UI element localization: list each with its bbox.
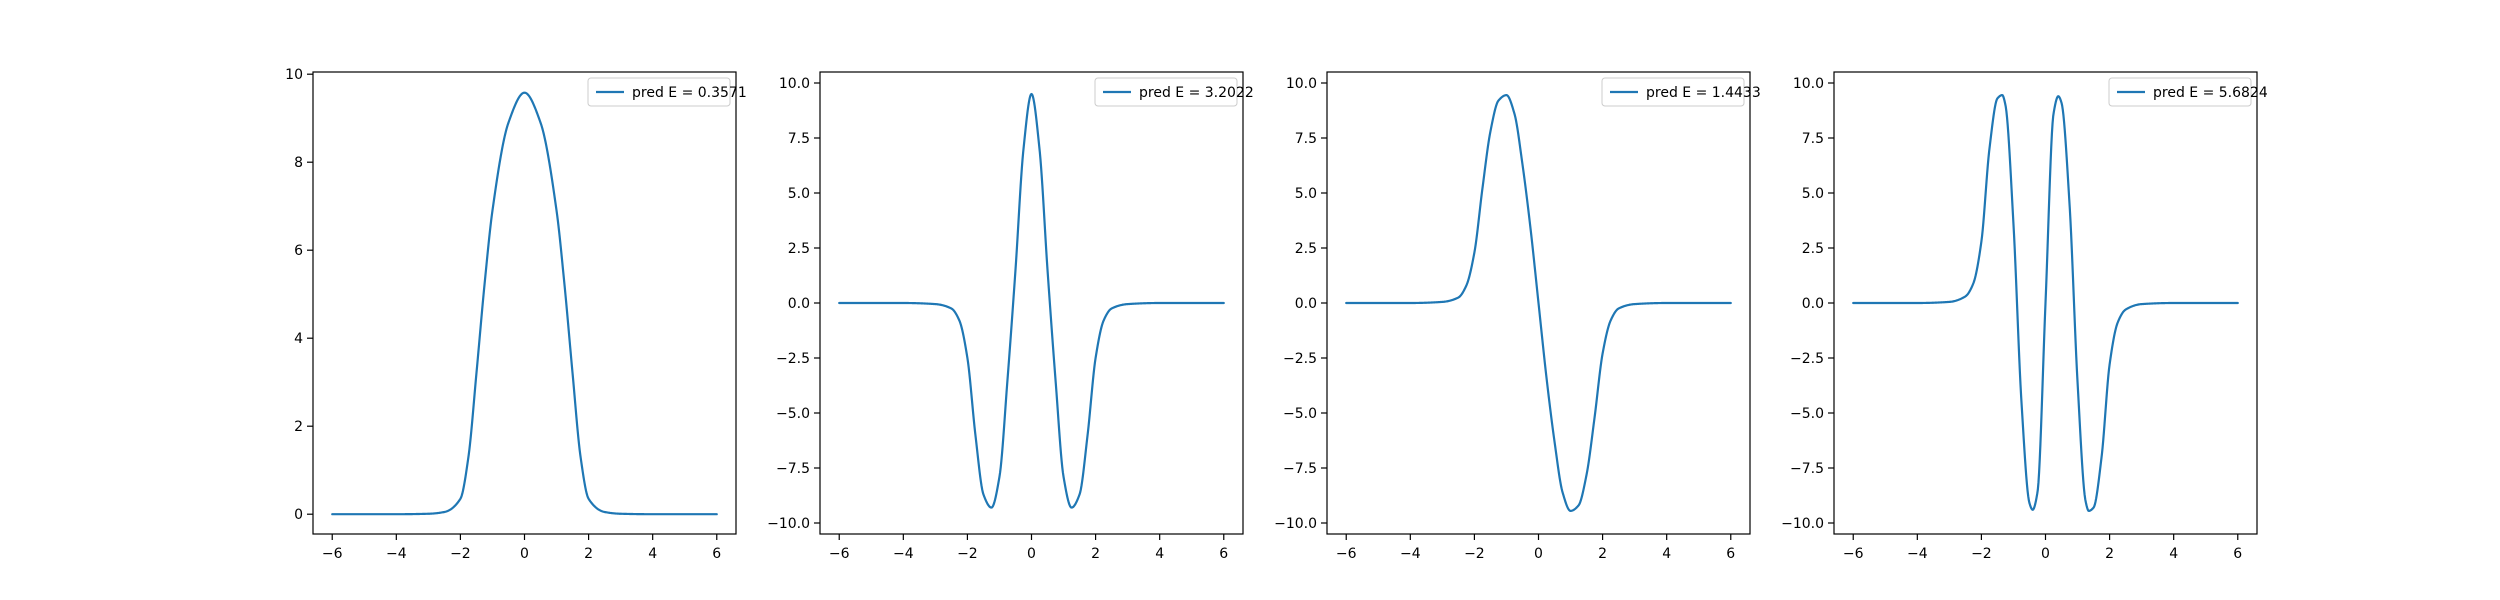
subplot-3: −6 −4 −2 0 2 4 6 −10.0 −7.5 −5.0 −2.5 0.0 2.5 5.0 7.5 1… xyxy=(1274,71,1761,562)
x-tick-label: 0 xyxy=(1534,546,1543,562)
subplot-4: −6 −4 −2 0 2 4 6 −10.0 −7.5 −5.0 −2.5 0.0 2.5 5.0 7.5 1… xyxy=(1781,71,2268,562)
axes-frame xyxy=(312,71,737,535)
legend-box xyxy=(2108,77,2252,107)
legend: pred E = 3.2022 xyxy=(1094,77,1254,107)
series-line-1 xyxy=(1345,94,1732,512)
x-tick-label: 4 xyxy=(2169,546,2178,562)
y-tick-label: −2.5 xyxy=(776,351,810,367)
y-tick-label: −10.0 xyxy=(1274,516,1317,532)
y-tick-label: −5.0 xyxy=(1283,406,1317,422)
x-tick-label: −4 xyxy=(1400,546,1421,562)
x-tick-label: 4 xyxy=(1155,546,1164,562)
x-tick-label: 4 xyxy=(1662,546,1671,562)
x-tick-label: −6 xyxy=(829,546,850,562)
y-tick-label: 5.0 xyxy=(788,186,810,202)
x-tick-label: −6 xyxy=(1336,546,1357,562)
x-tick-label: −6 xyxy=(1843,546,1864,562)
y-tick-label: 0.0 xyxy=(1802,296,1824,312)
x-tick-label: 2 xyxy=(1091,546,1100,562)
x-tick-label: −4 xyxy=(1907,546,1928,562)
legend: pred E = 1.4433 xyxy=(1601,77,1761,107)
x-tick-label: −2 xyxy=(1971,546,1992,562)
x-tick-label: 0 xyxy=(1027,546,1036,562)
y-tick-label: 7.5 xyxy=(1802,131,1824,147)
y-tick-label: 0 xyxy=(294,507,303,523)
x-tick-label: 6 xyxy=(1726,546,1735,562)
y-tick-label: 4 xyxy=(294,331,303,347)
y-tick-label: −10.0 xyxy=(1781,516,1824,532)
y-tick-label: −2.5 xyxy=(1283,351,1317,367)
y-tick-label: 10.0 xyxy=(1286,76,1317,92)
y-tick-label: 10.0 xyxy=(1793,76,1824,92)
x-tick-label: −2 xyxy=(957,546,978,562)
x-tick-label: 2 xyxy=(584,546,593,562)
legend-box xyxy=(1601,77,1745,107)
y-tick-label: 2 xyxy=(294,419,303,435)
y-tick-label: −10.0 xyxy=(767,516,810,532)
x-tick-label: 2 xyxy=(2105,546,2114,562)
x-tick-label: 0 xyxy=(2041,546,2050,562)
x-tick-label: −2 xyxy=(1464,546,1485,562)
series-line-1 xyxy=(331,91,718,516)
subplot-1: −6 −4 −2 0 2 4 6 0 2 4 6 8 10 pred E = 0.3571 xyxy=(285,67,747,562)
y-tick-label: −7.5 xyxy=(776,461,810,477)
y-tick-label: 0.0 xyxy=(1295,296,1317,312)
legend: pred E = 5.6824 xyxy=(2108,77,2268,107)
x-tick-label: 6 xyxy=(2233,546,2242,562)
legend-label: pred E = 5.6824 xyxy=(2153,85,2268,101)
y-tick-label: 7.5 xyxy=(1295,131,1317,147)
legend-label: pred E = 1.4433 xyxy=(1646,85,1761,101)
y-tick-label: 2.5 xyxy=(788,241,810,257)
y-tick-label: −7.5 xyxy=(1790,461,1824,477)
y-tick-label: −7.5 xyxy=(1283,461,1317,477)
x-tick-label: −4 xyxy=(893,546,914,562)
y-tick-label: 5.0 xyxy=(1295,186,1317,202)
series-line-1 xyxy=(838,92,1225,509)
x-tick-label: 6 xyxy=(1219,546,1228,562)
x-tick-label: 2 xyxy=(1598,546,1607,562)
x-tick-label: 4 xyxy=(648,546,657,562)
y-tick-label: −2.5 xyxy=(1790,351,1824,367)
y-tick-label: 2.5 xyxy=(1802,241,1824,257)
legend-box xyxy=(1094,77,1238,107)
subplot-2: −6 −4 −2 0 2 4 6 −10.0 −7.5 −5.0 −2.5 0.0 2.5 5.0 7.5 1… xyxy=(767,71,1254,562)
series-line-1 xyxy=(1852,94,2239,512)
y-tick-label: −5.0 xyxy=(1790,406,1824,422)
y-tick-label: −5.0 xyxy=(776,406,810,422)
y-tick-label: 6 xyxy=(294,243,303,259)
legend-label: pred E = 3.2022 xyxy=(1139,85,1254,101)
x-tick-label: 0 xyxy=(520,546,529,562)
x-tick-label: −2 xyxy=(450,546,471,562)
y-tick-label: 7.5 xyxy=(788,131,810,147)
y-tick-label: 10.0 xyxy=(779,76,810,92)
y-tick-label: 0.0 xyxy=(788,296,810,312)
y-tick-label: 8 xyxy=(294,155,303,171)
legend-box xyxy=(587,77,731,107)
x-tick-label: 6 xyxy=(712,546,721,562)
y-tick-label: 2.5 xyxy=(1295,241,1317,257)
legend: pred E = 0.3571 xyxy=(587,77,747,107)
legend-label: pred E = 0.3571 xyxy=(632,85,747,101)
y-tick-label: 10 xyxy=(285,67,303,83)
x-tick-label: −6 xyxy=(322,546,343,562)
x-tick-label: −4 xyxy=(386,546,407,562)
y-tick-label: 5.0 xyxy=(1802,186,1824,202)
